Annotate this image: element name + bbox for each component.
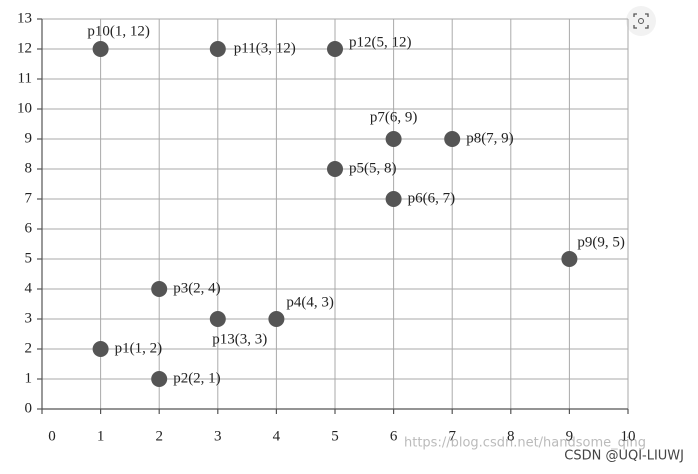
x-tick-label: 10 xyxy=(621,428,636,444)
point xyxy=(209,41,226,57)
y-tick-label: 7 xyxy=(25,190,33,206)
y-tick-label: 12 xyxy=(17,40,32,56)
point-label: p9(9, 5) xyxy=(577,234,625,250)
point-label: p13(3, 3) xyxy=(212,331,267,347)
point-label: p12(5, 12) xyxy=(349,34,412,50)
point-label: p3(2, 4) xyxy=(173,280,221,296)
x-tick-label: 4 xyxy=(273,428,281,444)
y-tick-label: 0 xyxy=(25,400,33,416)
y-tick-label: 4 xyxy=(25,280,33,296)
x-tick-label: 2 xyxy=(155,428,163,444)
point-label: p5(5, 8) xyxy=(349,160,397,176)
point-label: p11(3, 12) xyxy=(234,40,296,56)
x-tick-label: 9 xyxy=(566,428,574,444)
y-tick-label: 6 xyxy=(25,220,33,236)
y-tick-label: 2 xyxy=(25,340,33,356)
point xyxy=(561,251,578,267)
point xyxy=(385,131,402,147)
y-tick-label: 3 xyxy=(25,310,33,326)
point xyxy=(151,281,168,297)
icon-bg xyxy=(626,6,656,36)
x-tick-label: 5 xyxy=(331,428,339,444)
watermark-credit: CSDN @UQI-LIUWJ xyxy=(564,449,684,464)
point xyxy=(92,41,109,57)
y-tick-label: 11 xyxy=(18,70,32,86)
x-tick-label: 7 xyxy=(448,428,456,444)
point-label: p4(4, 3) xyxy=(286,294,334,310)
watermark-url: https://blog.csdn.net/handsome_qing xyxy=(404,436,646,451)
y-tick-label: 1 xyxy=(25,370,33,386)
point-label: p10(1, 12) xyxy=(87,23,150,39)
point xyxy=(385,191,402,207)
x-tick-label: 8 xyxy=(507,428,515,444)
icon-frame xyxy=(633,13,649,29)
x-tick-label: 0 xyxy=(48,428,56,444)
x-tick-label: 1 xyxy=(97,428,105,444)
point-label: p2(2, 1) xyxy=(173,370,221,386)
point xyxy=(151,371,168,387)
point-label: p6(6, 7) xyxy=(408,190,456,206)
point xyxy=(209,311,226,327)
point xyxy=(444,131,461,147)
point-label: p8(7, 9) xyxy=(466,130,514,146)
point xyxy=(327,161,343,177)
y-tick-label: 9 xyxy=(25,130,33,146)
scan-icon[interactable] xyxy=(626,6,656,36)
point-label: p1(1, 2) xyxy=(115,340,163,356)
y-tick-label: 5 xyxy=(25,250,33,266)
point xyxy=(327,41,343,57)
point-label: p7(6, 9) xyxy=(370,109,418,125)
point xyxy=(92,341,109,357)
y-tick-label: 13 xyxy=(17,10,32,26)
point xyxy=(268,311,285,327)
y-tick-label: 10 xyxy=(17,100,32,116)
x-tick-label: 3 xyxy=(214,428,222,444)
x-tick-label: 6 xyxy=(390,428,398,444)
icon-lens xyxy=(638,18,644,24)
y-tick-label: 8 xyxy=(25,160,33,176)
